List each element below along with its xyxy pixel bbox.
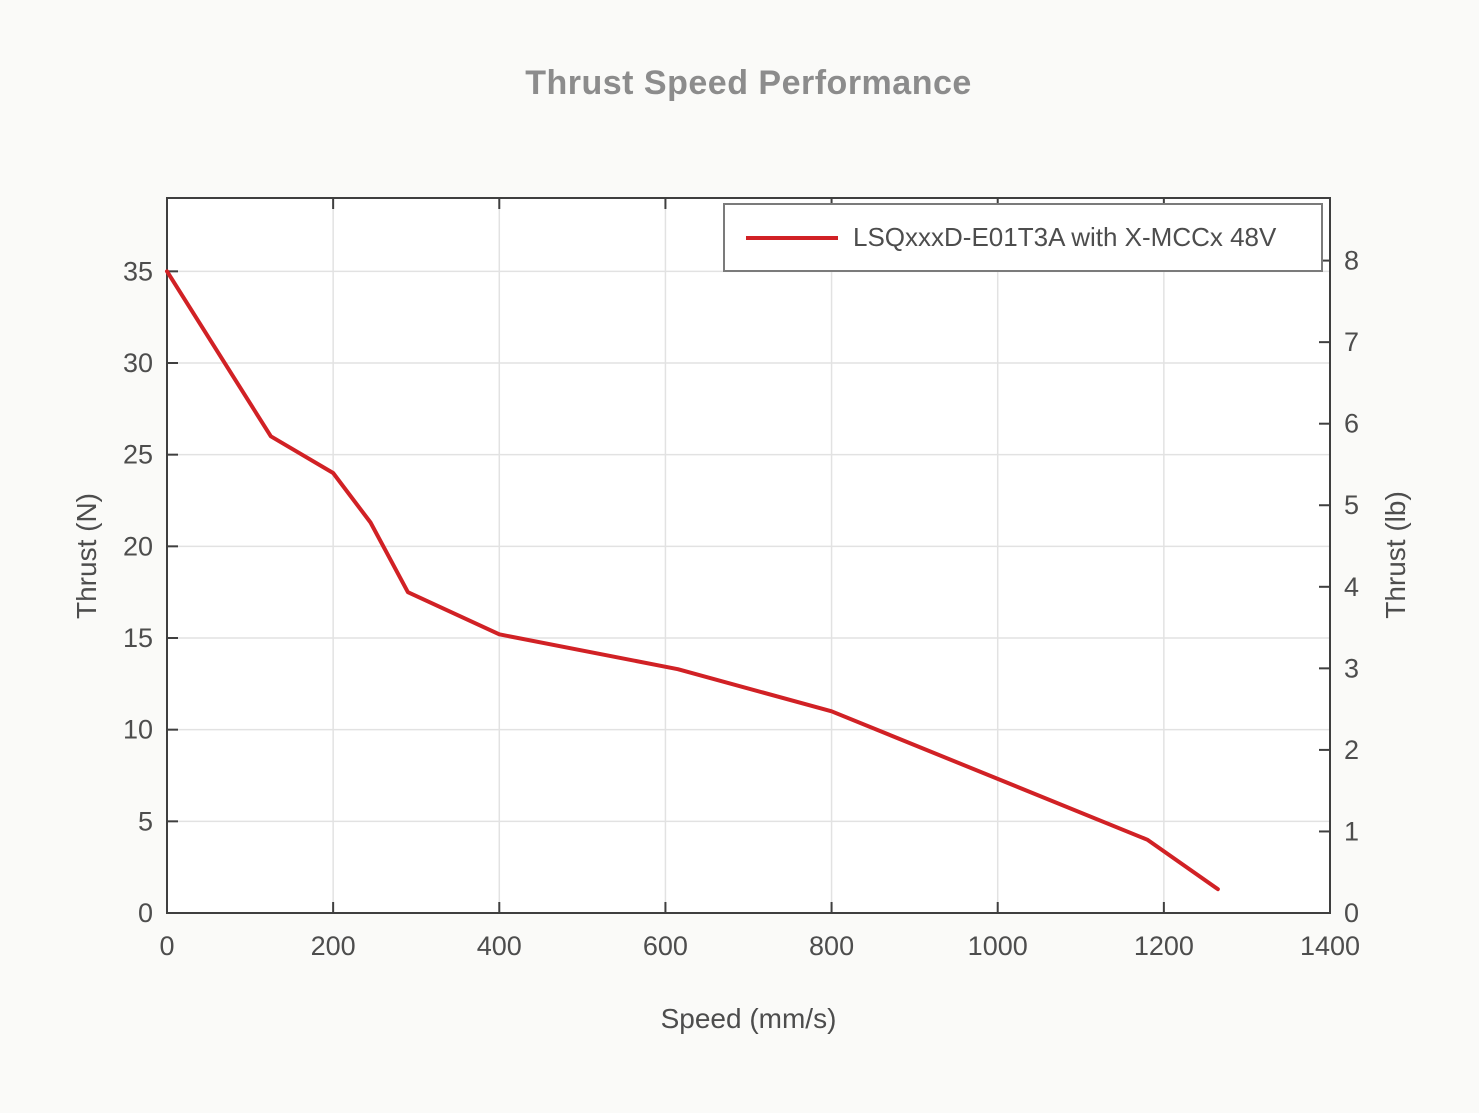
y-tick-label-right: 5 (1344, 490, 1359, 520)
y-tick-label-left: 15 (123, 623, 153, 653)
legend: LSQxxxD-E01T3A with X-MCCx 48V (723, 203, 1323, 272)
x-tick-label: 400 (477, 931, 522, 961)
y-tick-label-right: 8 (1344, 246, 1359, 276)
x-tick-label: 600 (643, 931, 688, 961)
x-tick-label: 1400 (1300, 931, 1360, 961)
y-tick-label-left: 5 (138, 806, 153, 836)
x-tick-label: 200 (311, 931, 356, 961)
y-tick-label-left: 25 (123, 440, 153, 470)
x-axis-label: Speed (mm/s) (660, 1003, 837, 1034)
y-tick-label-left: 0 (138, 898, 153, 928)
x-tick-label: 0 (159, 931, 174, 961)
legend-label: LSQxxxD-E01T3A with X-MCCx 48V (853, 222, 1277, 252)
plot-background (167, 198, 1330, 913)
y-axis-label-left: Thrust (N) (71, 493, 102, 619)
y-axis-label-right: Thrust (lb) (1380, 491, 1411, 619)
y-tick-label-right: 1 (1344, 816, 1359, 846)
y-tick-label-left: 20 (123, 531, 153, 561)
y-tick-label-right: 2 (1344, 735, 1359, 765)
chart-title: Thrust Speed Performance (525, 64, 972, 102)
y-tick-label-left: 35 (123, 256, 153, 286)
series-line (165, 269, 1220, 892)
legend-line-sample (746, 235, 838, 240)
y-tick-label-right: 6 (1344, 409, 1359, 439)
y-tick-label-right: 7 (1344, 327, 1359, 357)
x-tick-label: 1200 (1134, 931, 1194, 961)
plot-frame (166, 197, 1331, 914)
x-tick-label: 1000 (968, 931, 1028, 961)
y-tick-label-right: 3 (1344, 653, 1359, 683)
x-tick-label: 800 (809, 931, 854, 961)
y-tick-label-left: 10 (123, 715, 153, 745)
y-tick-label-right: 4 (1344, 572, 1359, 602)
y-tick-label-left: 30 (123, 348, 153, 378)
y-tick-label-right: 0 (1344, 898, 1359, 928)
